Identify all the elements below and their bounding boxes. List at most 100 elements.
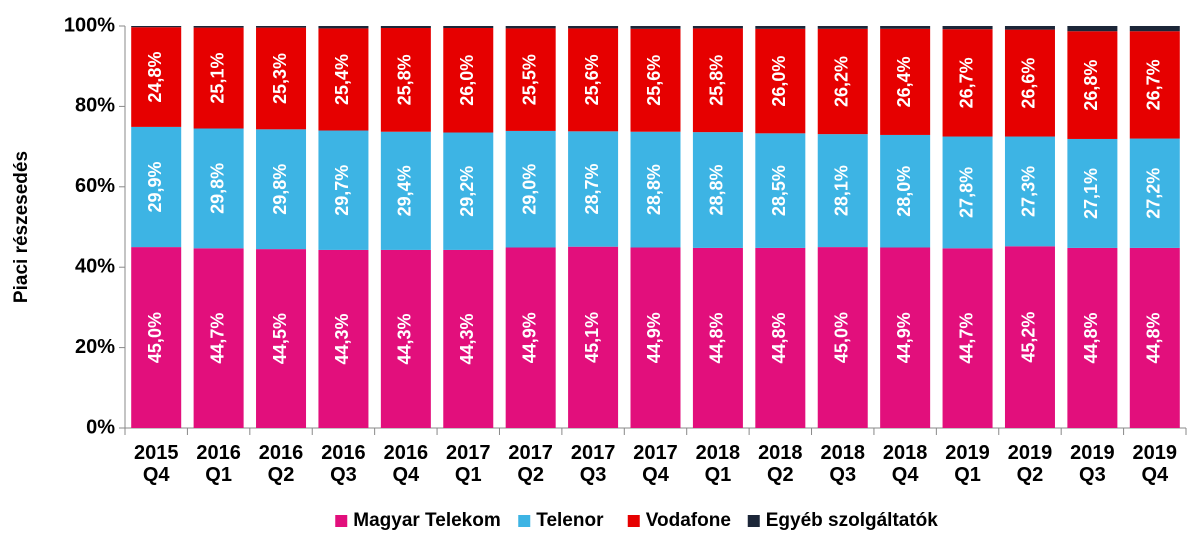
bar-segment	[380, 26, 431, 29]
bar-segment	[193, 27, 244, 129]
bar-segment	[193, 128, 244, 249]
bar-segment	[1129, 26, 1180, 32]
bar-segment	[568, 246, 619, 428]
value-label: 28,5%	[769, 165, 789, 216]
value-label: 44,5%	[270, 313, 290, 364]
bar-segment	[568, 28, 619, 132]
y-tick-label: 100%	[64, 14, 115, 36]
bar-segment	[630, 28, 681, 132]
bar-segment	[505, 247, 556, 428]
value-label: 26,8%	[1081, 60, 1101, 111]
x-tick-label: 2018 Q1	[695, 442, 741, 486]
bar-segment	[505, 26, 556, 29]
value-label: 45,1%	[582, 312, 602, 363]
bar-segment	[131, 27, 182, 127]
bar-segment	[318, 249, 369, 428]
bar-segment	[380, 249, 431, 428]
legend-label: Magyar Telekom	[353, 510, 500, 531]
value-label: 25,6%	[582, 54, 602, 105]
bar-segment	[755, 133, 806, 248]
x-tick-label: 2017 Q4	[633, 442, 678, 486]
x-tick-label: 2015 Q4	[133, 442, 179, 486]
value-label: 25,4%	[332, 54, 352, 105]
bar-segment	[568, 26, 619, 29]
x-tick-label: 2019 Q2	[1007, 442, 1053, 486]
x-tick-label: 2019 Q3	[1070, 442, 1115, 486]
value-label: 27,8%	[956, 167, 976, 218]
bar-segment	[1067, 247, 1118, 428]
value-label: 44,3%	[457, 313, 477, 364]
bar-segment	[880, 26, 931, 29]
value-label: 29,8%	[270, 164, 290, 215]
value-label: 44,8%	[1144, 312, 1164, 363]
bar-segment	[256, 27, 307, 130]
bar-segment	[318, 28, 369, 131]
value-label: 29,7%	[332, 165, 352, 216]
bar-segment	[568, 131, 619, 247]
value-label: 44,8%	[707, 312, 727, 363]
value-label: 45,0%	[831, 312, 851, 363]
bar-segment	[505, 28, 556, 131]
x-tick-label: 2019 Q1	[945, 442, 990, 486]
value-label: 45,2%	[1019, 312, 1039, 363]
y-tick-label: 40%	[75, 255, 115, 277]
value-label: 26,7%	[956, 57, 976, 108]
value-label: 27,1%	[1081, 168, 1101, 219]
x-tick-label: 2017 Q2	[508, 442, 553, 486]
bar-segment	[630, 26, 681, 29]
value-label: 44,3%	[395, 313, 415, 364]
value-label: 44,7%	[956, 313, 976, 364]
bar-segment	[1004, 26, 1055, 30]
value-label: 29,9%	[145, 161, 165, 212]
bar-segment	[817, 28, 868, 135]
legend-swatch	[518, 515, 531, 527]
y-tick-label: 0%	[86, 416, 115, 438]
value-label: 25,1%	[207, 53, 227, 104]
x-tick-label: 2016 Q4	[383, 442, 429, 486]
bar-segment	[692, 28, 743, 133]
bar-segment	[1004, 29, 1055, 137]
bar-segment	[318, 26, 369, 29]
value-label: 44,7%	[207, 313, 227, 364]
bar-segment	[817, 247, 868, 428]
bar-segment	[443, 26, 494, 29]
value-label: 25,8%	[395, 54, 415, 105]
value-label: 29,4%	[395, 165, 415, 216]
bar-segment	[131, 26, 182, 28]
legend-swatch	[747, 515, 760, 527]
bar-segment	[1004, 246, 1055, 428]
value-label: 24,8%	[145, 52, 165, 103]
bar-segment	[1067, 31, 1118, 139]
bar-segment	[817, 134, 868, 248]
bar-segment	[256, 249, 307, 428]
value-label: 25,3%	[270, 53, 290, 104]
bar-segment	[131, 126, 182, 248]
bar-segment	[755, 26, 806, 29]
legend-label: Egyéb szolgáltatók	[766, 510, 939, 531]
value-label: 29,2%	[457, 166, 477, 217]
bar-segment	[880, 28, 931, 135]
bar-segment	[880, 247, 931, 428]
legend-swatch	[627, 515, 640, 527]
value-label: 28,8%	[644, 164, 664, 215]
bar-segment	[443, 132, 494, 250]
bar-segment	[131, 247, 182, 428]
bar-segment	[1129, 247, 1180, 428]
bar-segment	[1129, 138, 1180, 248]
bar-segment	[1129, 31, 1180, 139]
value-label: 44,3%	[332, 313, 352, 364]
bar-segment	[692, 132, 743, 248]
value-label: 44,8%	[769, 312, 789, 363]
bar-segment	[1067, 138, 1118, 248]
value-label: 44,9%	[519, 312, 539, 363]
bar-segment	[1067, 26, 1118, 32]
bar-segment	[256, 129, 307, 250]
legend-label: Vodafone	[646, 510, 731, 531]
bar-segment	[630, 247, 681, 428]
value-label: 27,2%	[1144, 168, 1164, 219]
value-label: 26,0%	[457, 55, 477, 106]
value-label: 28,1%	[831, 165, 851, 216]
bar-segment	[443, 249, 494, 428]
value-label: 28,8%	[707, 164, 727, 215]
